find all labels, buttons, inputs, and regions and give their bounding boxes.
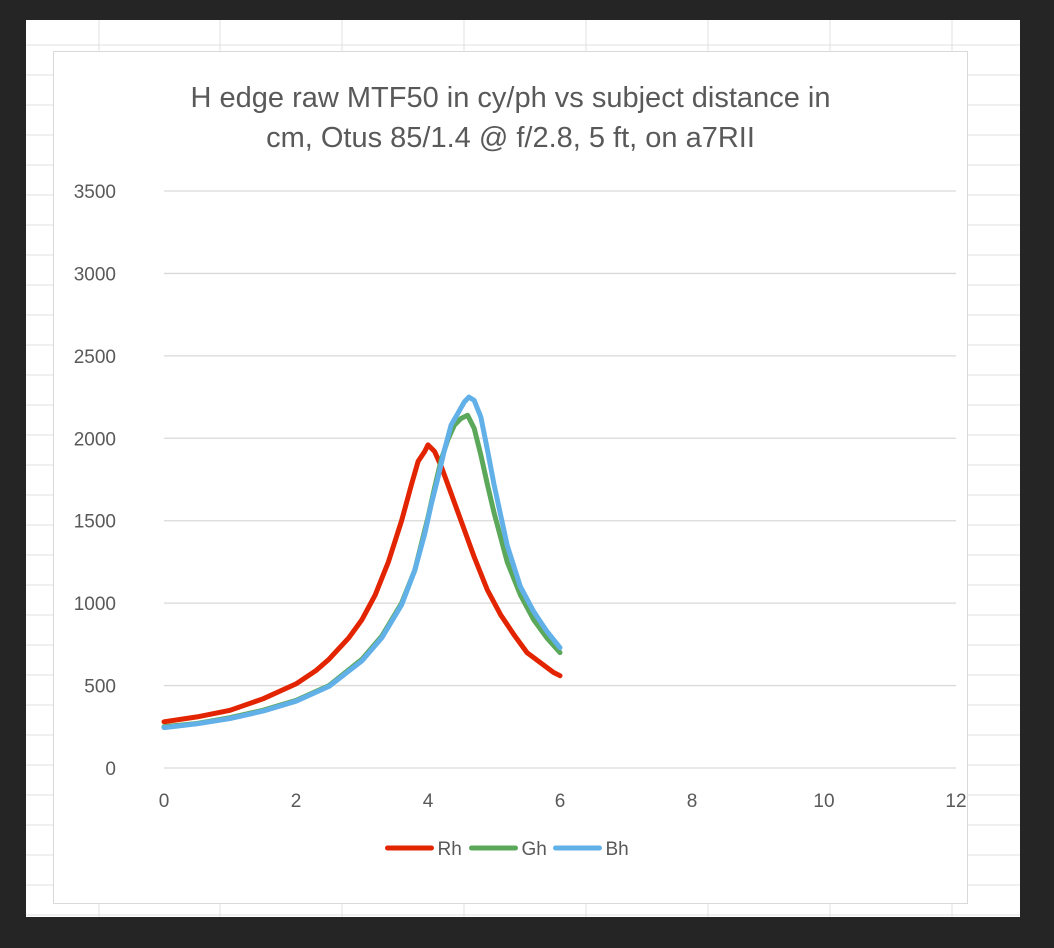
chart-area[interactable]: H edge raw MTF50 in cy/ph vs subject dis…: [53, 51, 968, 904]
legend-label-rh[interactable]: Rh: [438, 839, 462, 860]
y-tick-label: 2000: [74, 429, 116, 450]
x-tick-label: 10: [813, 791, 834, 812]
y-tick-label: 3500: [74, 182, 116, 203]
x-tick-label: 4: [423, 791, 434, 812]
x-tick-label: 2: [291, 791, 302, 812]
series-line-rh[interactable]: [161, 442, 563, 725]
x-tick-label: 12: [945, 791, 966, 812]
series-line-gh[interactable]: [161, 412, 563, 730]
series-line-bh[interactable]: [161, 394, 563, 731]
y-tick-label: 1000: [74, 594, 116, 615]
x-tick-label: 0: [159, 791, 170, 812]
y-tick-label: 0: [105, 759, 116, 780]
legend-label-bh[interactable]: Bh: [606, 839, 629, 860]
y-tick-label: 1500: [74, 512, 116, 533]
chart-title-line-2: cm, Otus 85/1.4 @ f/2.8, 5 ft, on a7RII: [266, 122, 755, 154]
y-tick-label: 3000: [74, 264, 116, 285]
plot-area: 0 500 1000 1500 2000 2500 3000 3500 0 2 4 6 8 10 12 Rh G…: [74, 182, 967, 860]
y-tick-label: 500: [84, 677, 116, 698]
y-tick-label: 2500: [74, 347, 116, 368]
x-tick-label: 8: [687, 791, 698, 812]
chart-title: H edge raw MTF50 in cy/ph vs subject dis…: [54, 78, 967, 158]
legend-label-gh[interactable]: Gh: [522, 839, 547, 860]
spreadsheet-area: H edge raw MTF50 in cy/ph vs subject dis…: [26, 20, 1020, 917]
x-tick-label: 6: [555, 791, 566, 812]
chart-title-line-1: H edge raw MTF50 in cy/ph vs subject dis…: [190, 82, 831, 114]
